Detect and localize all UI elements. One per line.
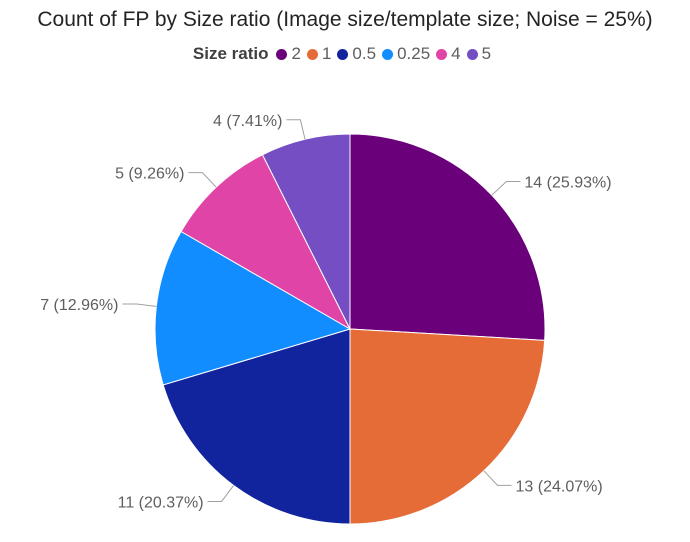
legend-item[interactable]: 2 bbox=[276, 44, 301, 64]
legend-swatch bbox=[436, 48, 448, 60]
leader-lines bbox=[122, 119, 521, 502]
legend-swatch bbox=[337, 48, 349, 60]
legend-label: 5 bbox=[481, 44, 492, 63]
pie-slice[interactable] bbox=[349, 133, 546, 341]
legend-label: 0.5 bbox=[352, 44, 377, 63]
legend-item[interactable]: 1 bbox=[306, 44, 332, 64]
legend-title: Size ratio bbox=[192, 44, 269, 63]
legend-swatch bbox=[382, 48, 394, 60]
slice-data-label: 5 (9.26%) bbox=[115, 166, 184, 183]
slice-data-label: 13 (24.07%) bbox=[516, 478, 603, 495]
pie-slice[interactable] bbox=[180, 154, 352, 331]
slice-data-label: 11 (20.37%) bbox=[118, 494, 204, 511]
pie-slices bbox=[154, 133, 546, 525]
legend-label: 4 bbox=[451, 44, 461, 63]
leader-line bbox=[207, 485, 234, 502]
legend-swatch bbox=[466, 48, 478, 60]
slice-data-label: 4 (7.41%) bbox=[213, 113, 282, 130]
slice-data-label: 14 (25.93%) bbox=[524, 174, 611, 191]
legend-label: 1 bbox=[321, 44, 332, 63]
leader-line bbox=[286, 119, 306, 140]
leader-line bbox=[122, 303, 157, 307]
legend-item[interactable]: 0.5 bbox=[337, 44, 376, 64]
legend-item[interactable]: 5 bbox=[466, 44, 492, 64]
legend-item[interactable]: 4 bbox=[436, 44, 461, 64]
slice-data-label: 7 (12.96%) bbox=[40, 297, 118, 314]
pie-slice[interactable] bbox=[349, 328, 546, 525]
pie-slice[interactable] bbox=[261, 133, 351, 330]
leader-line bbox=[483, 470, 512, 486]
legend-swatch bbox=[306, 48, 318, 60]
legend-swatch bbox=[276, 48, 288, 60]
slice-labels: 14 (25.93%) 13 (24.07%) 11 (20.37%) 7 (12.9… bbox=[40, 113, 611, 512]
legend-item[interactable]: 0.25 bbox=[382, 44, 430, 64]
leader-line bbox=[491, 180, 521, 196]
legend-label: 2 bbox=[291, 44, 301, 63]
legend-label: 0.25 bbox=[397, 44, 431, 63]
chart-title: Count of FP by Size ratio (Image size/te… bbox=[37, 8, 653, 31]
legend-items: 2 1 0.5 0.25 4 5 bbox=[276, 44, 497, 64]
leader-line bbox=[188, 172, 217, 188]
legend: Size ratio 2 1 0.5 0.25 4 5 bbox=[0, 44, 690, 64]
